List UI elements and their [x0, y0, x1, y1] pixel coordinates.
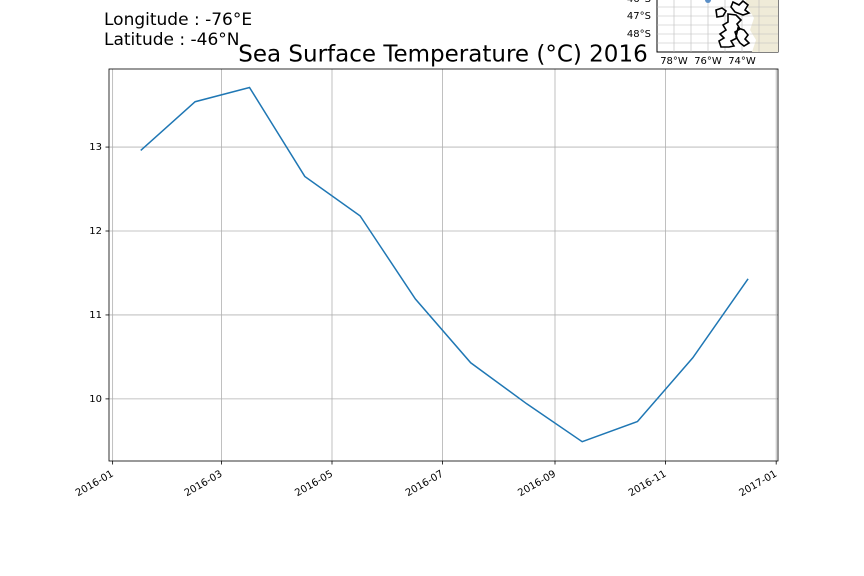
latitude-label: Latitude : -46°N — [104, 30, 240, 50]
land — [745, 0, 778, 52]
inset-map: 46°S 47°S 48°S 78°W 76°W 74°W — [627, 0, 779, 67]
plot-frame — [108, 68, 779, 462]
location-marker — [705, 0, 711, 3]
y-tick-label: 13 — [89, 142, 102, 153]
lat-label: 48°S — [627, 29, 651, 40]
chart-title: Sea Surface Temperature (°C) 2016 — [238, 42, 647, 68]
y-tick-label: 10 — [89, 394, 102, 405]
coastline — [715, 0, 751, 48]
lat-label: 46°S — [627, 0, 651, 5]
lat-label: 47°S — [627, 11, 651, 22]
y-tick-label: 12 — [89, 226, 102, 237]
lon-label: 74°W — [728, 56, 756, 67]
lon-label: 78°W — [660, 56, 688, 67]
data-line — [140, 86, 749, 443]
lon-label: 76°W — [694, 56, 722, 67]
y-tick-label: 11 — [89, 310, 102, 321]
longitude-label: Longitude : -76°E — [104, 10, 252, 30]
